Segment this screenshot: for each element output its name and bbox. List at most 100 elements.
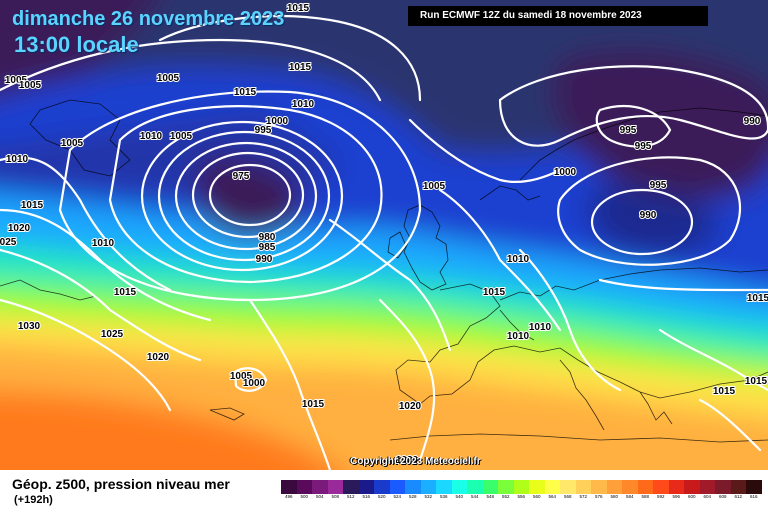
scale-swatch	[699, 480, 715, 494]
scale-swatch	[544, 480, 560, 494]
scale-label: 528	[408, 494, 417, 499]
isobar-label: 1015	[302, 399, 325, 410]
scale-label: 552	[501, 494, 510, 499]
scale-swatch	[296, 480, 312, 494]
isobar-label: 1005	[170, 131, 193, 142]
scale-label: 512	[346, 494, 355, 499]
isobar-label: 995	[620, 125, 637, 136]
isobar-label: 1005	[423, 181, 446, 192]
isobar-label: 1015	[287, 3, 310, 14]
isobar-label: 995	[255, 125, 272, 136]
isobar-label: 995	[635, 141, 652, 152]
scale-swatch	[451, 480, 467, 494]
isobar-label: 990	[256, 254, 273, 265]
isobar-label: 1010	[507, 331, 530, 342]
isobar-label: 1015	[234, 87, 257, 98]
scale-swatch	[389, 480, 405, 494]
scale-swatch	[513, 480, 529, 494]
scale-label: 504	[315, 494, 324, 499]
scale-swatch	[358, 480, 374, 494]
scale-swatch	[529, 480, 545, 494]
color-scale-labels: 496 500 504 508 512 516 520 524 528 532 536 540 544 5…	[281, 494, 762, 499]
isobar-label: 1005	[5, 75, 28, 86]
isobar-label: 1015	[21, 200, 44, 211]
scale-swatch	[327, 480, 343, 494]
isobar-label: 1025	[101, 329, 124, 340]
scale-label: 532	[424, 494, 432, 499]
scale-swatch	[668, 480, 684, 494]
scale-swatch	[730, 480, 746, 494]
isobar-label: 1015	[114, 287, 137, 298]
scale-swatch	[746, 480, 762, 494]
lead-time: (+192h)	[14, 494, 53, 506]
scale-label: 600	[687, 494, 696, 499]
scale-label: 524	[393, 494, 401, 499]
scale-label: 544	[470, 494, 479, 499]
isobar-label: 990	[640, 210, 657, 221]
scale-label: 596	[672, 494, 680, 499]
isobar-label: 1010	[6, 154, 29, 165]
scale-swatch	[374, 480, 390, 494]
scale-label: 508	[331, 494, 339, 499]
color-scale-swatches	[281, 480, 762, 494]
isobar-label: 1000	[266, 116, 289, 127]
scale-swatch	[637, 480, 653, 494]
isobar-label: 1010	[292, 99, 315, 110]
scale-swatch	[482, 480, 498, 494]
isobar-label: 1005	[61, 138, 84, 149]
isobar-label: 1015	[747, 293, 768, 304]
scale-swatch	[281, 480, 297, 494]
scale-label: 580	[610, 494, 618, 499]
scale-label: 560	[532, 494, 541, 499]
run-info-badge: Run ECMWF 12Z du samedi 18 novembre 2023	[408, 6, 708, 26]
scale-label: 516	[362, 494, 370, 499]
isobar-label: 1000	[554, 167, 577, 178]
scale-swatch	[420, 480, 436, 494]
scale-label: 564	[548, 494, 556, 499]
color-scale: 496 500 504 508 512 516 520 524 528 532 536 540 544 5…	[281, 480, 762, 499]
scale-label: 540	[455, 494, 463, 499]
scale-swatch	[405, 480, 421, 494]
forecast-date-title: dimanche 26 novembre 2023	[12, 8, 285, 30]
scale-label: 616	[749, 494, 758, 499]
isobar-label: 1000	[243, 378, 266, 389]
isobar-label: 995	[650, 180, 667, 191]
scale-label: 536	[439, 494, 448, 499]
scale-label: 500	[300, 494, 308, 499]
isobar-label: 1010	[92, 238, 115, 249]
isobar-label: 1010	[529, 322, 552, 333]
scale-swatch	[312, 480, 328, 494]
isobar-label: 1015	[483, 287, 506, 298]
field-title: Géop. z500, pression niveau mer	[12, 476, 230, 492]
scale-swatch	[467, 480, 483, 494]
scale-label: 496	[284, 494, 293, 499]
isobar-label: 1005	[19, 80, 42, 91]
geopotential-field	[0, 0, 768, 470]
scale-swatch	[715, 480, 731, 494]
scale-swatch	[575, 480, 591, 494]
isobar-label: 1010	[507, 254, 530, 265]
isobar-label: 1010	[140, 131, 163, 142]
isobar-label: 1020	[396, 455, 419, 466]
isobar-label: 1005	[230, 371, 253, 382]
scale-swatch	[606, 480, 622, 494]
legend-footer: Géop. z500, pression niveau mer (+192h) …	[0, 470, 768, 512]
scale-label: 548	[486, 494, 494, 499]
scale-label: 576	[594, 494, 603, 499]
scale-swatch	[684, 480, 700, 494]
isobar-label: 975	[233, 171, 250, 182]
isobar-label: 1020	[399, 401, 422, 412]
scale-label: 572	[579, 494, 587, 499]
isobar-label: 1030	[18, 321, 41, 332]
isobar-label: 980	[259, 232, 276, 243]
isobars	[0, 14, 768, 470]
isobar-label: 990	[744, 116, 761, 127]
scale-label: 608	[718, 494, 727, 499]
scale-swatch	[622, 480, 638, 494]
scale-swatch	[343, 480, 359, 494]
isobar-label: 1015	[289, 62, 312, 73]
isobar-label: 985	[259, 242, 276, 253]
isobar-label: 1005	[157, 73, 180, 84]
